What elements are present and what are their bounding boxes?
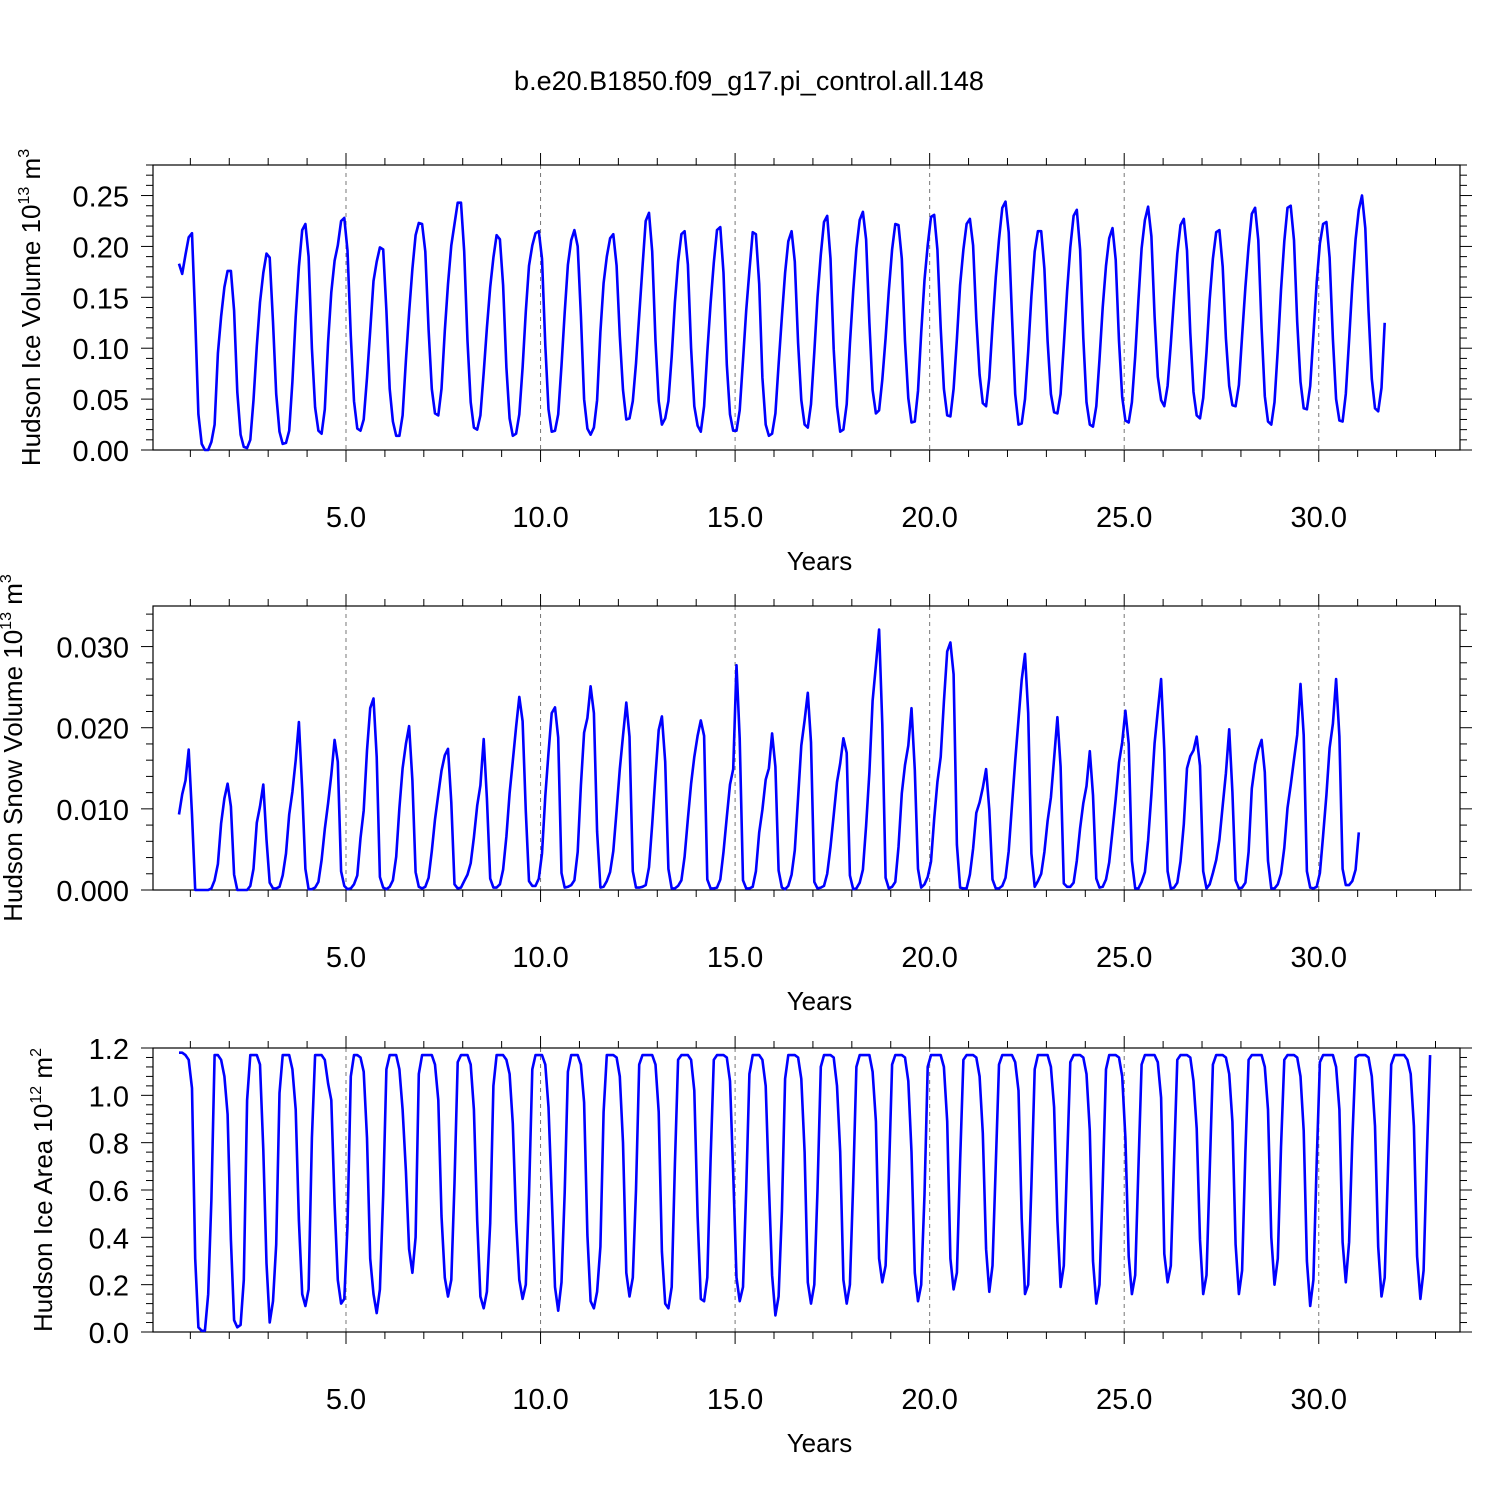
- y-tick-label: 0.4: [89, 1223, 129, 1255]
- y-axis-label: Hudson Ice Volume 1013 m3: [16, 149, 46, 466]
- y-tick-label: 0.020: [56, 714, 129, 746]
- y-tick-label: 1.2: [89, 1034, 129, 1066]
- x-tick-label: 25.0: [1096, 942, 1152, 974]
- x-tick-label: 25.0: [1096, 1384, 1152, 1416]
- figure-title: b.e20.B1850.f09_g17.pi_control.all.148: [514, 66, 984, 96]
- x-tick-label: 10.0: [512, 502, 568, 534]
- x-tick-label: 5.0: [326, 502, 366, 534]
- x-tick-label: 15.0: [707, 502, 763, 534]
- y-axis-label: Hudson Snow Volume 1013 m3: [0, 574, 28, 922]
- series-line-1: [177, 194, 1386, 452]
- x-tick-label: 15.0: [707, 942, 763, 974]
- x-tick-label: 30.0: [1291, 502, 1347, 534]
- x-tick-label: 30.0: [1291, 1384, 1347, 1416]
- panels: 0.00 0.05 0.10 0.15 0.20 0.25 5.0 10.0 15.0 20.0 2…: [0, 149, 1472, 1458]
- y-tick-label: 0.05: [73, 385, 129, 417]
- y-tick-label: 0.8: [89, 1129, 129, 1161]
- y-tick-label: 0.20: [73, 232, 129, 264]
- x-tick-label: 10.0: [512, 942, 568, 974]
- series-line-1: [177, 628, 1361, 892]
- x-tick-label: 20.0: [901, 502, 957, 534]
- x-tick-label: 15.0: [707, 1384, 763, 1416]
- y-tick-label: 0.0: [89, 1318, 129, 1350]
- y-tick-label: 0.6: [89, 1176, 129, 1208]
- panel-3: 0.0 0.2 0.4 0.6 0.8 1.0 1.2 5.0 10.0 15.0 20.0 25.0…: [28, 1034, 1472, 1458]
- plot-frame: [152, 1047, 1461, 1333]
- y-tick-label: 0.15: [73, 283, 129, 315]
- y-axis-label: Hudson Ice Area 1012 m2: [28, 1048, 58, 1332]
- x-tick-label: 5.0: [326, 942, 366, 974]
- y-tick-label: 0.10: [73, 334, 129, 366]
- x-tick-label: 5.0: [326, 1384, 366, 1416]
- y-tick-label: 1.0: [89, 1081, 129, 1113]
- x-axis-label: Years: [787, 546, 853, 576]
- x-axis-label: Years: [787, 986, 853, 1016]
- y-tick-label: 0.000: [56, 876, 129, 908]
- x-tick-label: 30.0: [1291, 942, 1347, 974]
- panel-2: 0.000 0.010 0.020 0.030 5.0 10.0 15.0 20.0 25.0 3…: [0, 574, 1472, 1016]
- plot-frame: [152, 605, 1461, 891]
- x-tick-label: 25.0: [1096, 502, 1152, 534]
- x-tick-label: 20.0: [901, 942, 957, 974]
- series-line-1: [179, 1051, 1432, 1333]
- x-tick-label: 20.0: [901, 1384, 957, 1416]
- y-tick-label: 0.030: [56, 633, 129, 665]
- y-tick-label: 0.00: [73, 436, 129, 468]
- y-tick-label: 0.2: [89, 1271, 129, 1303]
- x-tick-label: 10.0: [512, 1384, 568, 1416]
- y-tick-label: 0.010: [56, 795, 129, 827]
- panel-1: 0.00 0.05 0.10 0.15 0.20 0.25 5.0 10.0 15.0 20.0 2…: [16, 149, 1472, 576]
- x-axis-label: Years: [787, 1428, 853, 1458]
- plot-frame: [152, 164, 1461, 451]
- y-tick-label: 0.25: [73, 182, 129, 214]
